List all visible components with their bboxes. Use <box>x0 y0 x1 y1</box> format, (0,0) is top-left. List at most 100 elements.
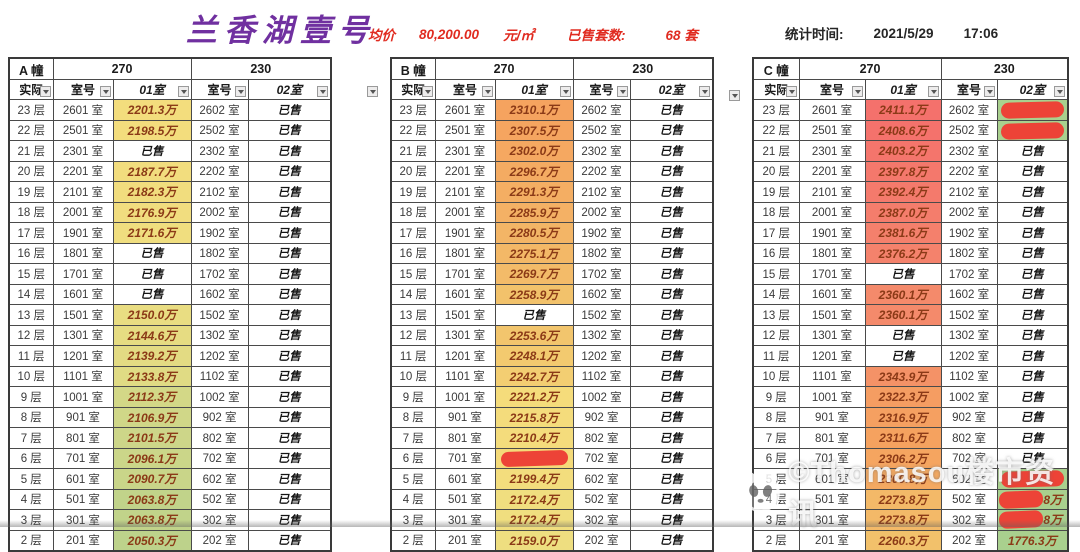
building-name: C 幢 <box>752 57 800 80</box>
filter-dropdown-button[interactable] <box>927 86 939 97</box>
filter-dropdown-button[interactable] <box>234 86 246 97</box>
floor-cell: 2 层 <box>752 529 800 552</box>
redaction-scribble <box>500 449 568 467</box>
price-cell: 2360.1万 <box>864 304 942 326</box>
filter-dropdown-button[interactable] <box>317 86 329 97</box>
price-cell: 2063.8万 <box>112 509 192 531</box>
table-row: 13 层 1501 室已售 1502 室已售 <box>390 304 714 326</box>
price-cell: 2159.0万 <box>494 529 574 552</box>
filter-dropdown-button[interactable] <box>39 86 51 97</box>
room-number-cell: 202 室 <box>572 529 631 552</box>
column-header-room: 室号 <box>190 79 249 100</box>
room-number-cell: 1601 室 <box>52 283 114 305</box>
room-number-cell: 1702 室 <box>190 263 249 285</box>
price-cell: 2387.0万 <box>864 201 942 223</box>
filter-dropdown-button[interactable] <box>559 86 571 97</box>
floor-cell: 14 层 <box>390 283 436 305</box>
filter-dropdown-button[interactable] <box>177 86 189 97</box>
status-cell: 已售 <box>247 283 332 305</box>
filter-dropdown-button[interactable] <box>367 86 378 97</box>
filter-dropdown-button[interactable] <box>699 86 711 97</box>
status-cell: 已售 <box>247 263 332 285</box>
filter-dropdown-button[interactable] <box>851 86 863 97</box>
filter-dropdown-button[interactable] <box>729 90 740 101</box>
floor-cell: 14 层 <box>752 283 800 305</box>
table-row: 22 层 2501 室 2408.6万 2502 室 <box>752 119 1069 141</box>
status-cell: 已售 <box>247 427 332 449</box>
room-number-cell: 1201 室 <box>798 345 866 367</box>
status-cell: 已售 <box>629 99 714 121</box>
table-row: 9 层 1001 室 2221.2万 1002 室已售 <box>390 386 714 408</box>
table-row: 5 层 601 室 2090.7万 602 室已售 <box>8 468 332 490</box>
room-number-cell: 1601 室 <box>434 283 496 305</box>
filter-dropdown-button[interactable] <box>785 86 797 97</box>
room-number-cell: 1102 室 <box>940 365 998 387</box>
room-number-cell: 601 室 <box>52 468 114 490</box>
price-cell: 2199.4万 <box>494 468 574 490</box>
price-cell: 已售 <box>864 263 942 285</box>
status-cell: 已售 <box>247 242 332 264</box>
status-cell: 已售 <box>247 222 332 244</box>
table-row: 8 层 901 室 2106.9万 902 室已售 <box>8 406 332 428</box>
price-cell: 2296.7万 <box>494 160 574 182</box>
table-row: 2 层 201 室 2050.3万 202 室已售 <box>8 529 332 552</box>
status-cell: 已售 <box>629 324 714 346</box>
redaction-scribble <box>1000 121 1064 139</box>
floor-cell: 6 层 <box>752 447 800 469</box>
room-number-cell: 2101 室 <box>434 181 496 203</box>
table-row: 15 层 1701 室 2269.7万 1702 室已售 <box>390 263 714 285</box>
room-number-cell: 1202 室 <box>190 345 249 367</box>
filter-dropdown-button[interactable] <box>616 86 628 97</box>
floor-cell: 8 层 <box>390 406 436 428</box>
average-price: 均价 80,200.00 元/㎡ <box>368 24 534 44</box>
room-number-cell: 2001 室 <box>798 201 866 223</box>
floor-cell: 21 层 <box>752 140 800 162</box>
room-number-cell: 901 室 <box>52 406 114 428</box>
floor-cell: 11 层 <box>8 345 54 367</box>
room-number-cell: 2002 室 <box>572 201 631 223</box>
floor-cell: 16 层 <box>390 242 436 264</box>
filter-dropdown-button[interactable] <box>99 86 111 97</box>
room-number-cell: 1901 室 <box>798 222 866 244</box>
room-number-cell: 2602 室 <box>190 99 249 121</box>
room-number-cell: 1302 室 <box>190 324 249 346</box>
floor-cell: 3 层 <box>752 509 800 531</box>
filter-dropdown-button[interactable] <box>421 86 433 97</box>
table-row: 12 层 1301 室 2253.6万 1302 室已售 <box>390 324 714 346</box>
room-number-cell: 2202 室 <box>190 160 249 182</box>
room-number-cell: 2102 室 <box>572 181 631 203</box>
filter-dropdown-button[interactable] <box>983 86 995 97</box>
price-cell: 2322.3万 <box>864 386 942 408</box>
room-number-cell: 2601 室 <box>52 99 114 121</box>
filter-dropdown-button[interactable] <box>481 86 493 97</box>
price-cell: 2307.5万 <box>494 119 574 141</box>
status-cell: 已售 <box>247 447 332 469</box>
status-cell: 已售 <box>629 222 714 244</box>
table-row: 23 层 2601 室 2310.1万 2602 室已售 <box>390 99 714 121</box>
price-cell: 2258.9万 <box>494 283 574 305</box>
price-cell: 已售 <box>112 242 192 264</box>
column-header-unit2: 02室 <box>629 79 714 100</box>
table-row: 21 层 2301 室 2403.2万 2302 室已售 <box>752 140 1069 162</box>
room-number-cell: 1902 室 <box>940 222 998 244</box>
status-cell: 已售 <box>247 365 332 387</box>
table-row: 10 层 1101 室 2133.8万 1102 室已售 <box>8 365 332 387</box>
table-row: 9 层 1001 室 2112.3万 1002 室已售 <box>8 386 332 408</box>
status-cell: 已售 <box>629 488 714 510</box>
column-header-room: 室号 <box>434 79 496 100</box>
table-row: 12 层 1301 室已售 1302 室已售 <box>752 324 1069 346</box>
filter-dropdown-button[interactable] <box>1054 86 1066 97</box>
building-name: B 幢 <box>390 57 436 80</box>
table-row: 7 层 801 室 2210.4万 802 室已售 <box>390 427 714 449</box>
room-number-cell: 201 室 <box>798 529 866 552</box>
room-number-cell: 702 室 <box>572 447 631 469</box>
room-number-cell: 1201 室 <box>434 345 496 367</box>
average-price-label: 均价 <box>368 28 395 43</box>
table-row: 12 层 1301 室 2144.6万 1302 室已售 <box>8 324 332 346</box>
stat-time-label: 统计时间: <box>785 27 844 42</box>
floor-cell: 5 层 <box>8 468 54 490</box>
room-number-cell: 2602 室 <box>940 99 998 121</box>
price-cell: 2221.2万 <box>494 386 574 408</box>
room-number-cell: 1602 室 <box>572 283 631 305</box>
room-number-cell: 802 室 <box>190 427 249 449</box>
